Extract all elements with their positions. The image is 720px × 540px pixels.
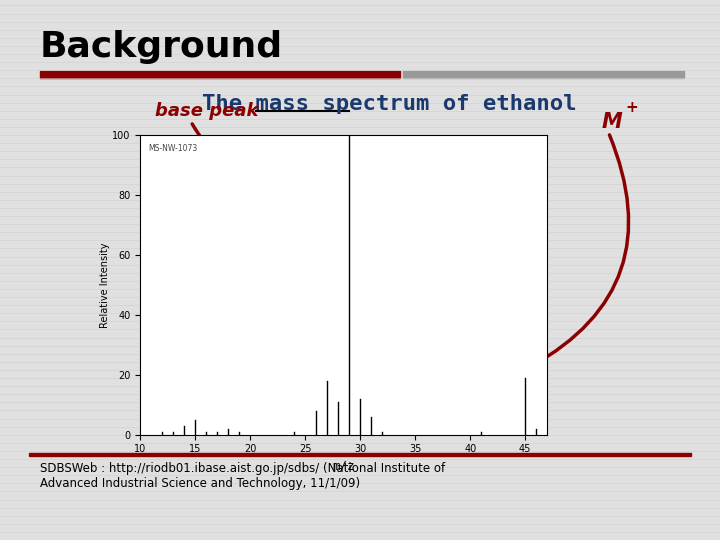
Bar [403,71,684,78]
Text: Background: Background [40,30,283,64]
Y-axis label: Relative Intensity: Relative Intensity [99,242,109,328]
Text: The mass spectrum of ethanol: The mass spectrum of ethanol [202,94,576,114]
Text: base peak: base peak [155,102,258,120]
X-axis label: m/z: m/z [333,460,355,473]
Text: MS-NW-1073: MS-NW-1073 [148,144,198,153]
Bar [40,71,400,78]
Text: +: + [625,100,638,116]
Bar [29,453,691,456]
Text: M: M [601,111,622,132]
Text: SDBSWeb : http://riodb01.ibase.aist.go.jp/sdbs/ (National Institute of
Advanced : SDBSWeb : http://riodb01.ibase.aist.go.j… [40,462,445,490]
